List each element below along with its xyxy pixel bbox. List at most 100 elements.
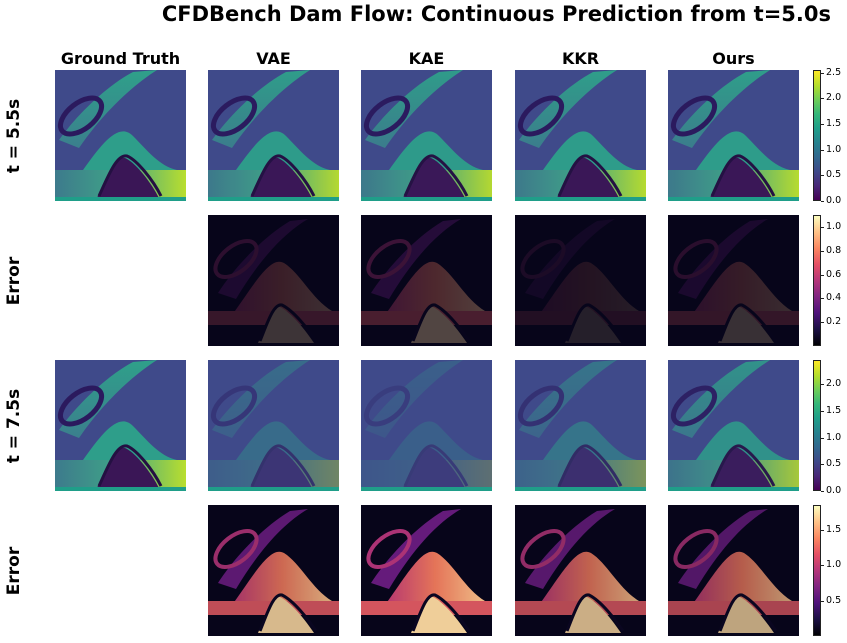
heatmap-panel [668,215,799,346]
error-band [218,219,308,299]
bottom-strip [208,487,339,491]
error-triangle [718,306,774,343]
triangle-edge [97,444,163,487]
heatmap-panel [515,505,646,636]
colorbar-tick-label: 1.5 [826,405,842,416]
bottom-strip [55,487,186,491]
error-ring [520,529,566,569]
error-band [218,509,308,589]
error-edge [718,593,778,632]
field-structure [668,360,799,491]
error-ring [673,239,719,279]
field-structure [208,70,339,201]
vortex-ring [57,95,105,137]
colorbar-tickmark [821,601,824,602]
colorbar-tick-label: 0.5 [826,458,842,469]
error-edge [565,593,625,632]
error-structure [668,219,799,343]
heatmap-panel [208,360,339,491]
error-band [678,509,768,589]
error-layer [361,311,492,325]
error-triangle [258,306,314,343]
vortex-ring [363,95,411,137]
vortex-ring [670,385,718,427]
colorbar [813,505,821,636]
error-band [678,219,768,299]
error-structure [208,219,339,343]
flow-band [212,360,310,438]
field-structure [515,360,646,491]
error-structure [361,219,492,343]
colorbar-tickmark [821,150,824,151]
row-label: Error [4,256,24,305]
triangle-edge [710,154,776,197]
colorbar-tickmark [821,251,824,252]
colorbar-tickmark [821,530,824,531]
colorbar-tickmark [821,322,824,323]
colorbar [813,360,821,491]
vortex-ring [363,385,411,427]
field-structure [361,360,492,491]
colorbar-tick-label: 2.0 [826,378,842,389]
error-band [371,219,461,299]
column-header: KAE [408,49,445,68]
colorbar-tickmark [821,227,824,228]
colorbar-tick-label: 0.5 [826,169,842,180]
error-ring [366,239,412,279]
column-header: Ours [712,49,755,68]
row-label: t = 5.5s [4,98,24,173]
colorbar-tick-label: 0.5 [826,595,842,606]
colorbar-tick-label: 1.0 [826,221,842,232]
error-structure [515,219,646,343]
colorbar-tickmark [821,201,824,202]
triangle-edge [403,444,469,487]
error-edge [565,303,625,342]
error-edge [411,303,471,342]
row-label: t = 7.5s [4,388,24,463]
error-ring [520,239,566,279]
error-band [525,219,615,299]
error-edge [718,303,778,342]
error-layer [208,311,339,325]
field-structure [361,70,492,201]
triangle-edge [710,444,776,487]
colorbar-tickmark [821,438,824,439]
triangle-core [403,447,465,488]
row-label: Error [4,546,24,595]
error-hump [232,261,332,325]
heatmap-panel [361,505,492,636]
heatmap-panel [668,360,799,491]
colorbar-tick-label: 2.5 [826,67,842,78]
colorbar-tick-label: 1.5 [826,524,842,535]
heatmap-panel [208,505,339,636]
field-structure [515,70,646,201]
vortex-ring [57,385,105,427]
bottom-strip [515,487,646,491]
colorbar-tick-label: 0.0 [826,195,842,206]
colorbar-tickmark [821,124,824,125]
triangle-core [250,447,312,488]
error-hump [539,551,639,615]
lower-layer [361,460,492,491]
colorbar-tickmark [821,275,824,276]
colorbar-tickmark [821,411,824,412]
lower-layer [208,460,339,491]
heatmap-panel [515,215,646,346]
colorbar-tick-label: 0.2 [826,316,842,327]
error-hump [539,261,639,325]
error-hump [385,261,485,325]
colorbar-tickmark [821,73,824,74]
error-triangle [411,306,467,343]
colorbar-tick-label: 0.4 [826,292,842,303]
chart-title: CFDBench Dam Flow: Continuous Prediction… [161,2,831,26]
error-ring [213,529,259,569]
colorbar-tickmark [821,565,824,566]
triangle-edge [97,154,163,197]
colorbar-tickmark [821,98,824,99]
heatmap-panel [208,70,339,201]
heatmap-panel [55,360,186,491]
heatmap-panel [55,70,186,201]
error-edge [258,303,318,342]
heatmap-panel [668,505,799,636]
field-structure [55,360,186,491]
